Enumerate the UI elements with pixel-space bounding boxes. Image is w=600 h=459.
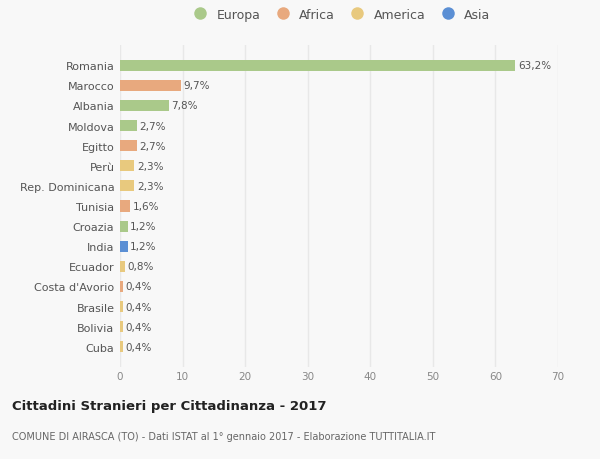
Text: 1,2%: 1,2% bbox=[130, 242, 157, 252]
Bar bbox=[120, 281, 122, 292]
Bar bbox=[120, 141, 137, 152]
Text: 9,7%: 9,7% bbox=[183, 81, 209, 91]
Bar bbox=[120, 241, 128, 252]
Text: 0,4%: 0,4% bbox=[125, 282, 151, 292]
Bar bbox=[120, 302, 122, 313]
Bar bbox=[120, 121, 137, 132]
Bar bbox=[120, 81, 181, 92]
Text: 2,7%: 2,7% bbox=[139, 121, 166, 131]
Bar bbox=[120, 321, 122, 332]
Bar bbox=[120, 261, 125, 272]
Text: 0,4%: 0,4% bbox=[125, 322, 151, 332]
Bar bbox=[120, 181, 134, 192]
Text: 2,3%: 2,3% bbox=[137, 181, 163, 191]
Text: 2,3%: 2,3% bbox=[137, 162, 163, 171]
Text: 2,7%: 2,7% bbox=[139, 141, 166, 151]
Text: 1,2%: 1,2% bbox=[130, 222, 157, 232]
Bar bbox=[120, 221, 128, 232]
Bar bbox=[120, 201, 130, 212]
Bar bbox=[120, 61, 515, 72]
Text: COMUNE DI AIRASCA (TO) - Dati ISTAT al 1° gennaio 2017 - Elaborazione TUTTITALIA: COMUNE DI AIRASCA (TO) - Dati ISTAT al 1… bbox=[12, 431, 436, 442]
Bar bbox=[120, 341, 122, 353]
Text: 0,4%: 0,4% bbox=[125, 342, 151, 352]
Legend: Europa, Africa, America, Asia: Europa, Africa, America, Asia bbox=[182, 4, 496, 27]
Bar bbox=[120, 101, 169, 112]
Bar bbox=[120, 161, 134, 172]
Text: 0,4%: 0,4% bbox=[125, 302, 151, 312]
Text: 7,8%: 7,8% bbox=[172, 101, 198, 111]
Text: 63,2%: 63,2% bbox=[518, 61, 551, 71]
Text: 0,8%: 0,8% bbox=[128, 262, 154, 272]
Text: Cittadini Stranieri per Cittadinanza - 2017: Cittadini Stranieri per Cittadinanza - 2… bbox=[12, 399, 326, 412]
Text: 1,6%: 1,6% bbox=[133, 202, 159, 212]
